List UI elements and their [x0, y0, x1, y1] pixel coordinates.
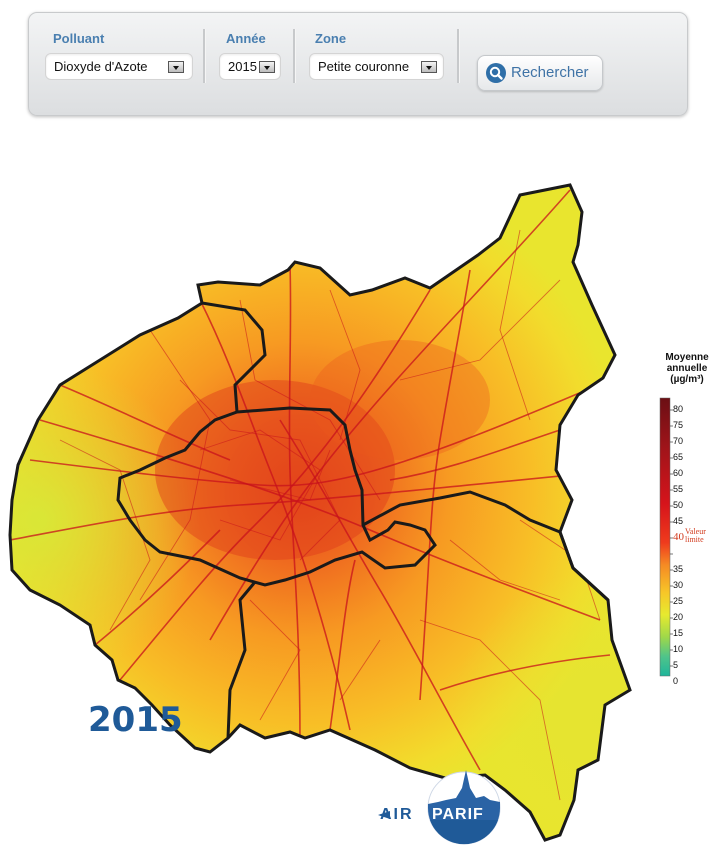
search-filter-panel: Polluant Dioxyde d'Azote Année 2015 Zone… — [28, 12, 688, 116]
legend-tick-label: 10 — [673, 644, 684, 654]
legend-tick-label: 0 — [673, 676, 679, 686]
legend-limit-line: limite — [685, 535, 704, 544]
divider — [203, 29, 206, 83]
zone-label: Zone — [315, 31, 347, 46]
legend-tick-label: 80 — [673, 404, 684, 414]
pollutant-label: Polluant — [53, 31, 105, 46]
legend-title: Moyenne annuelle (µg/m³) — [660, 352, 714, 385]
logo-prefix: AIR — [380, 806, 414, 823]
zone-select[interactable]: Petite couronne — [309, 53, 444, 80]
legend-tick-label: 75 — [673, 420, 684, 430]
legend-tick-label: 65 — [673, 452, 684, 462]
search-icon — [486, 63, 506, 83]
legend-tick-label: 30 — [673, 580, 684, 590]
legend-tick-label: 55 — [673, 484, 684, 494]
legend-tick-label: 20 — [673, 612, 684, 622]
legend-limit-value: 40 — [673, 531, 684, 543]
legend-tick-label: 15 — [673, 628, 684, 638]
chevron-down-icon[interactable] — [421, 61, 437, 73]
legend-tick-label: 35 — [673, 564, 684, 574]
year-label: Année — [226, 31, 266, 46]
chevron-down-icon[interactable] — [259, 61, 275, 73]
legend-title-line: annuelle — [666, 363, 708, 374]
legend-tick-label: 45 — [673, 516, 684, 526]
legend-tick-label: 50 — [673, 500, 684, 510]
year-select-value: 2015 — [228, 59, 257, 74]
legend-color-bar — [659, 397, 671, 677]
logo-suffix: PARIF — [432, 806, 484, 823]
legend-tick-label: 5 — [673, 660, 679, 670]
legend-title-line: Moyenne — [665, 352, 709, 363]
legend-limit-line: Valeur — [685, 527, 706, 536]
pollution-map — [8, 183, 673, 845]
divider — [293, 29, 296, 83]
pollutant-select[interactable]: Dioxyde d'Azote — [45, 53, 193, 80]
search-button-label: Rechercher — [511, 64, 589, 81]
legend-tick-label: 60 — [673, 468, 684, 478]
legend-tick-label: 25 — [673, 596, 684, 606]
legend-ticks-marks — [670, 409, 673, 667]
map-year-label: 2015 — [88, 700, 183, 740]
legend-limit-label: Valeur limite — [685, 528, 706, 544]
zone-select-value: Petite couronne — [318, 59, 410, 74]
legend-tick-label: 70 — [673, 436, 684, 446]
airparif-logo-graphic — [378, 770, 501, 845]
year-select[interactable]: 2015 — [219, 53, 281, 80]
search-button[interactable]: Rechercher — [477, 55, 603, 91]
divider — [457, 29, 460, 83]
pollutant-select-value: Dioxyde d'Azote — [54, 59, 148, 74]
chevron-down-icon[interactable] — [168, 61, 184, 73]
legend-title-line: (µg/m³) — [670, 374, 704, 385]
